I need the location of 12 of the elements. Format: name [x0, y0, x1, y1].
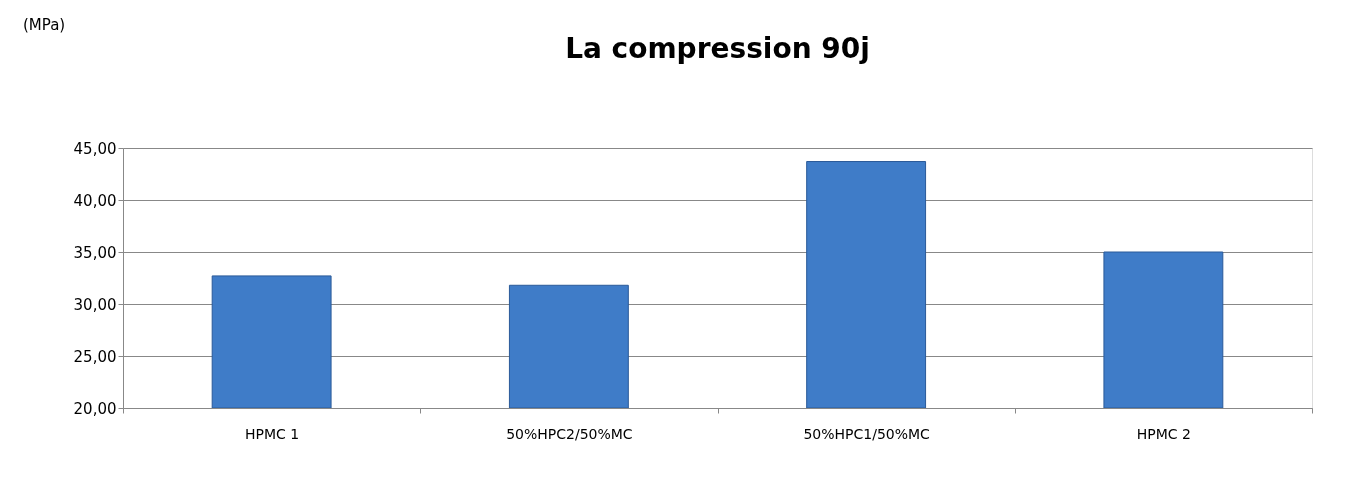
y-tick-label: 35,00: [73, 243, 117, 262]
y-tick-label: 20,00: [73, 399, 117, 418]
x-tick-label: HPMC 1: [245, 425, 300, 442]
y-tick-label: 45,00: [73, 139, 117, 158]
text: (MPa): [23, 16, 66, 34]
y-tick-label: 40,00: [73, 191, 117, 210]
x-tick-label: 50%HPC2/50%MC: [506, 425, 633, 442]
y-tick-label: 25,00: [73, 347, 117, 366]
y-tick-label: 30,00: [73, 295, 117, 314]
x-tick-label: HPMC 2: [1136, 425, 1191, 442]
x-tick-label: 50%HPC1/50%MC: [803, 425, 931, 442]
chart-title: La compression 90j: [565, 32, 870, 65]
